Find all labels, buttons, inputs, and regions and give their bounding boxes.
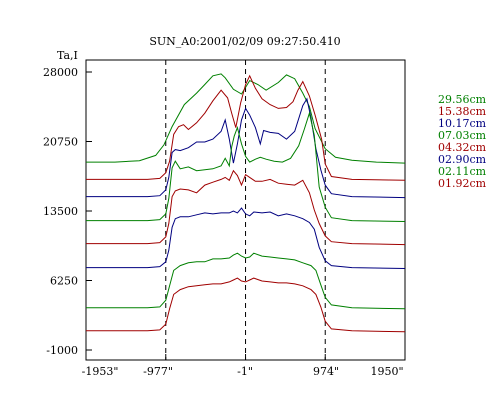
x-tick-label-4: 1950" — [370, 365, 403, 378]
series-label-4: 04.32cm — [438, 141, 487, 154]
series-line-2 — [86, 97, 406, 199]
series-lines — [86, 73, 406, 333]
series-line-0 — [86, 73, 406, 164]
series-label-1: 15.38cm — [438, 105, 487, 118]
y-tick-label-0: 28000 — [43, 66, 78, 79]
series-label-7: 01.92cm — [438, 177, 487, 190]
series-line-7 — [86, 277, 406, 333]
series-label-0: 29.56cm — [438, 93, 487, 106]
x-tick-label-3: 974" — [313, 365, 339, 378]
y-axis: 28000 20750 13500 6250 -1000 — [43, 66, 92, 357]
y-tick-label-1: 20750 — [43, 136, 78, 149]
x-tick-label-0: -1953" — [82, 365, 119, 378]
y-tick-label-2: 13500 — [43, 205, 78, 218]
series-label-6: 02.11cm — [438, 165, 487, 178]
series-label-3: 07.03cm — [438, 129, 487, 142]
series-label-5: 02.90cm — [438, 153, 487, 166]
x-tick-label-2: -1" — [237, 365, 253, 378]
y-tick-label-3: 6250 — [50, 275, 78, 288]
chart-title: SUN_A0:2001/02/09 09:27:50.410 — [149, 35, 340, 48]
series-line-3 — [86, 111, 406, 222]
series-line-1 — [86, 74, 406, 181]
y-axis-label: Ta,I — [57, 49, 78, 62]
series-line-6 — [86, 252, 406, 310]
x-tick-label-1: -977" — [143, 365, 173, 378]
y-tick-label-4: -1000 — [46, 344, 78, 357]
marker-lines — [165, 60, 326, 360]
series-line-4 — [86, 169, 406, 246]
series-line-5 — [86, 207, 406, 269]
x-axis: -1953" -977" -1" 974" 1950" — [82, 354, 406, 378]
series-label-2: 10.17cm — [438, 117, 487, 130]
